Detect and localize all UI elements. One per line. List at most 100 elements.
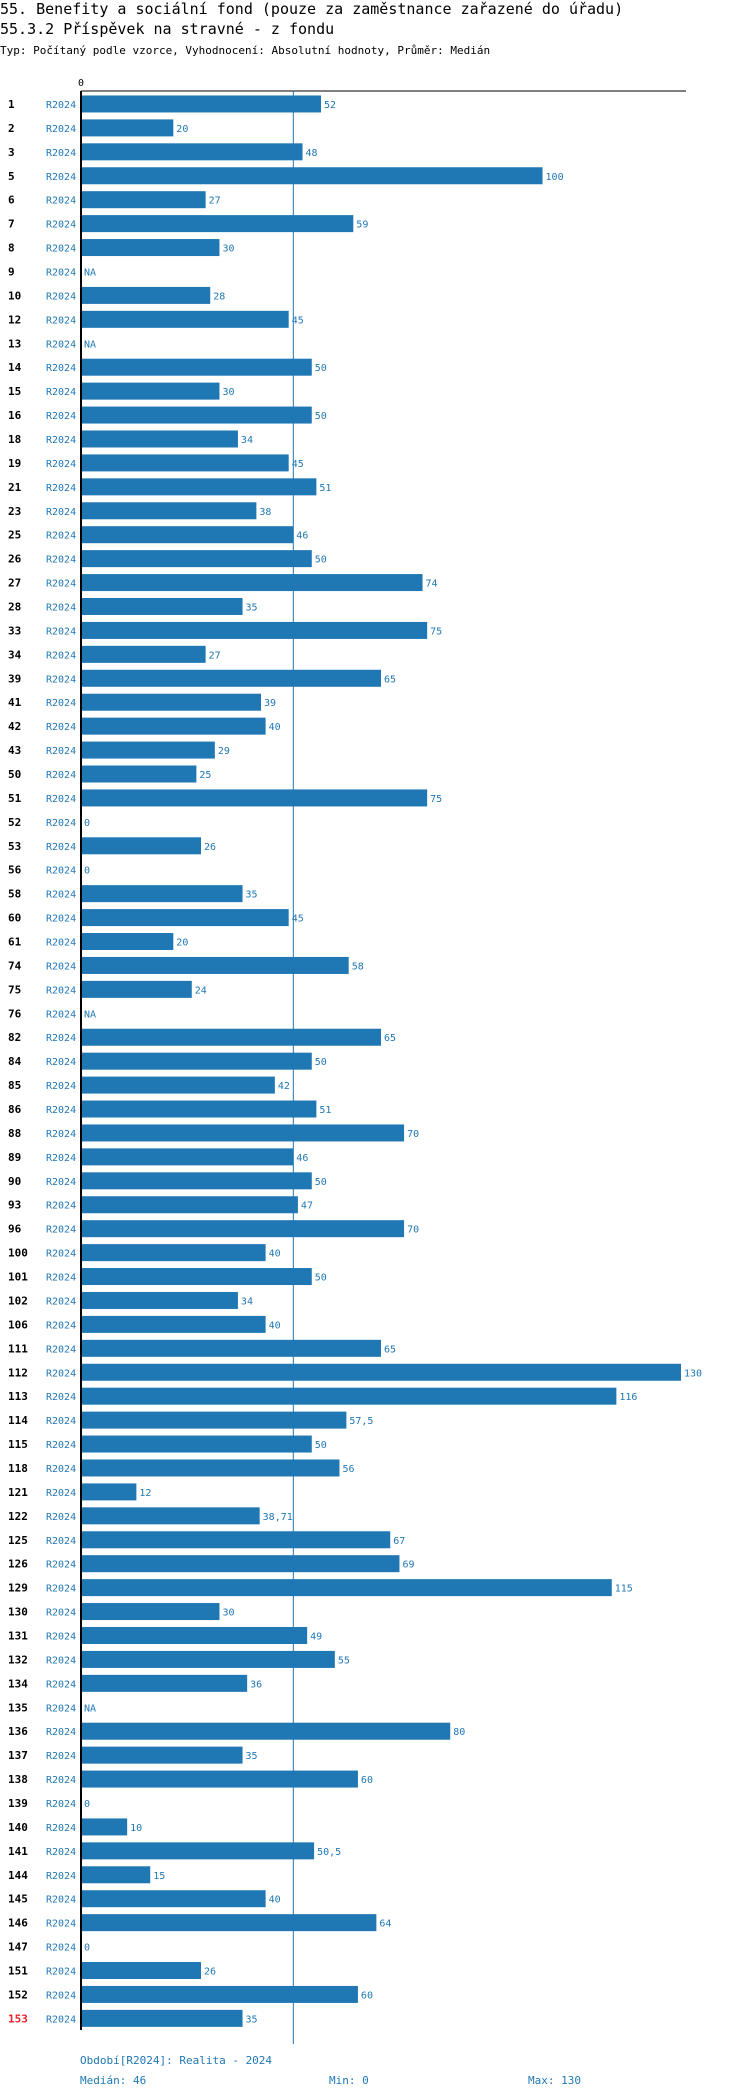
bar-53	[81, 837, 201, 855]
row-id-label: 50	[8, 768, 21, 781]
row-id-label: 25	[8, 529, 21, 542]
row-id-label: 151	[8, 1965, 28, 1978]
row-id-label: 26	[8, 553, 22, 566]
value-label-152: 60	[361, 1990, 373, 2001]
bar-102	[81, 1291, 238, 1309]
bar-25	[81, 526, 294, 544]
bar-88	[81, 1124, 405, 1142]
value-label-89: 46	[296, 1153, 308, 1164]
row-period-label: R2024	[46, 2014, 76, 2025]
value-label-102: 34	[241, 1296, 253, 1307]
bar-114	[81, 1411, 347, 1429]
row-period-label: R2024	[46, 626, 76, 637]
value-label-131: 49	[310, 1631, 322, 1642]
row-period-label: R2024	[46, 1584, 76, 1595]
bar-89	[81, 1148, 294, 1166]
row-id-label: 153	[8, 2012, 28, 2025]
row-id-label: 23	[8, 505, 21, 518]
row-id-label: 6	[8, 194, 15, 207]
row-id-label: 58	[8, 888, 21, 901]
value-label-52: 0	[84, 818, 90, 829]
row-id-label: 129	[8, 1582, 28, 1595]
value-label-140: 10	[130, 1823, 142, 1834]
row-id-label: 137	[8, 1749, 28, 1762]
row-id-label: 112	[8, 1366, 28, 1379]
row-id-label: 136	[8, 1725, 28, 1738]
row-id-label: 13	[8, 337, 21, 350]
value-label-21: 51	[319, 483, 331, 494]
row-period-label: R2024	[46, 746, 76, 757]
row-id-label: 146	[8, 1917, 28, 1930]
value-label-42: 40	[269, 722, 281, 733]
value-label-58: 35	[246, 890, 258, 901]
row-id-label: 60	[8, 912, 21, 925]
row-period-label: R2024	[46, 100, 76, 111]
bar-16	[81, 406, 312, 424]
bar-153	[81, 2009, 243, 2027]
row-period-label: R2024	[46, 1440, 76, 1451]
bar-140	[81, 1818, 128, 1836]
row-period-label: R2024	[46, 1225, 76, 1236]
footer-max: Max: 130	[528, 2074, 581, 2087]
value-label-23: 38	[259, 507, 271, 518]
row-id-label: 88	[8, 1127, 21, 1140]
value-label-12: 45	[292, 315, 304, 326]
row-period-label: R2024	[46, 1392, 76, 1403]
row-period-label: R2024	[46, 531, 76, 542]
row-period-label: R2024	[46, 1919, 76, 1930]
row-period-label: R2024	[46, 698, 76, 709]
row-id-label: 139	[8, 1797, 28, 1810]
row-period-label: R2024	[46, 1344, 76, 1355]
value-label-93: 47	[301, 1201, 313, 1212]
row-id-label: 56	[8, 864, 22, 877]
row-period-label: R2024	[46, 555, 76, 566]
bar-34	[81, 645, 206, 663]
bar-100	[81, 1244, 266, 1262]
bar-118	[81, 1459, 340, 1477]
bar-74	[81, 956, 349, 974]
value-label-60: 45	[292, 914, 304, 925]
value-label-114: 57,5	[349, 1416, 373, 1427]
row-period-label: R2024	[46, 1751, 76, 1762]
footer-min: Min: 0	[329, 2074, 369, 2087]
chart-subtitle-indicator: 55.3.2 Příspěvek na stravné - z fondu	[0, 20, 335, 38]
value-label-146: 64	[379, 1919, 391, 1930]
bar-18	[81, 430, 238, 448]
bar-144	[81, 1866, 151, 1884]
row-id-label: 12	[8, 313, 21, 326]
bar-5	[81, 167, 543, 185]
value-label-16: 50	[315, 411, 327, 422]
row-id-label: 2	[8, 122, 15, 135]
bar-101	[81, 1268, 312, 1286]
bar-23	[81, 502, 257, 520]
value-label-136: 80	[453, 1727, 465, 1738]
row-period-label: R2024	[46, 435, 76, 446]
row-id-label: 39	[8, 672, 21, 685]
row-period-label: R2024	[46, 1488, 76, 1499]
bar-75	[81, 980, 192, 998]
row-period-label: R2024	[46, 244, 76, 255]
row-id-label: 14	[8, 361, 22, 374]
value-label-56: 0	[84, 866, 90, 877]
value-label-135: NA	[84, 1703, 96, 1714]
row-period-label: R2024	[46, 1416, 76, 1427]
row-period-label: R2024	[46, 387, 76, 398]
bar-96	[81, 1220, 405, 1238]
row-period-label: R2024	[46, 866, 76, 877]
bar-84	[81, 1052, 312, 1070]
row-period-label: R2024	[46, 291, 76, 302]
bar-137	[81, 1746, 243, 1764]
bar-113	[81, 1387, 617, 1405]
bar-12	[81, 310, 289, 328]
row-period-label: R2024	[46, 1536, 76, 1547]
bar-93	[81, 1196, 298, 1214]
row-id-label: 102	[8, 1294, 28, 1307]
row-id-label: 113	[8, 1390, 28, 1403]
bar-122	[81, 1507, 260, 1525]
value-label-96: 70	[407, 1225, 419, 1236]
bar-145	[81, 1890, 266, 1908]
row-id-label: 51	[8, 792, 22, 805]
footer-period: Období[R2024]: Realita - 2024	[80, 2054, 273, 2067]
row-period-label: R2024	[46, 1512, 76, 1523]
row-id-label: 135	[8, 1701, 28, 1714]
